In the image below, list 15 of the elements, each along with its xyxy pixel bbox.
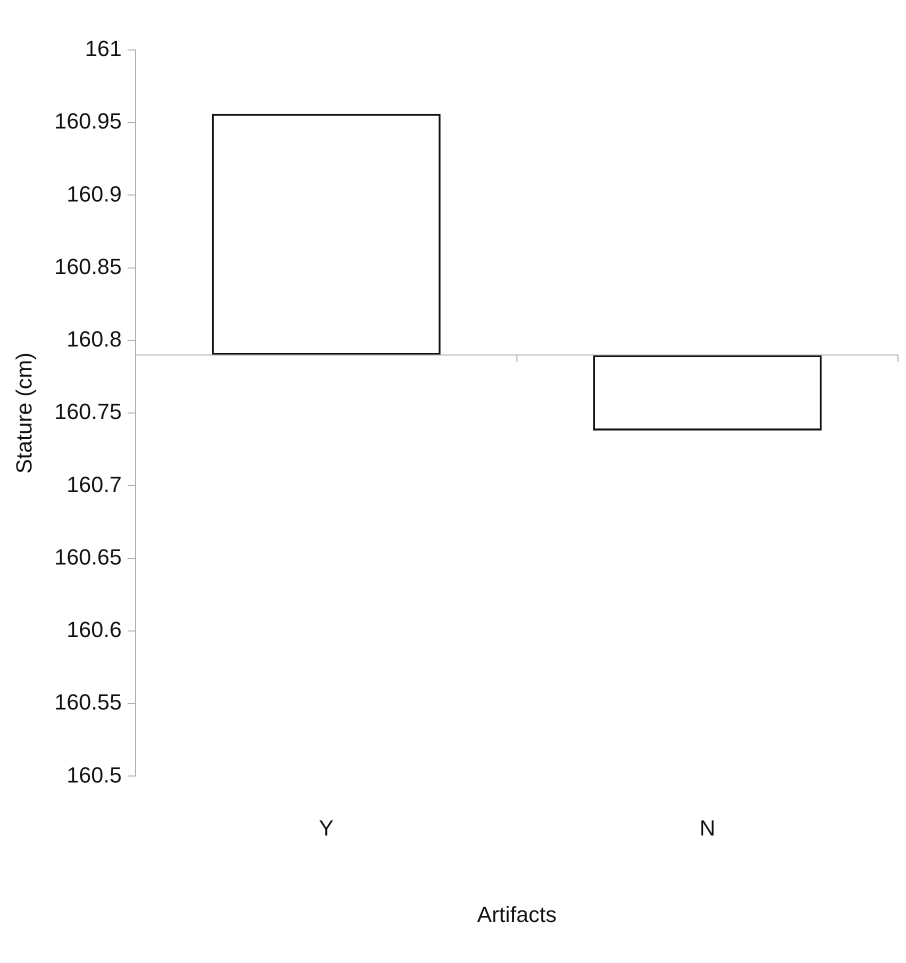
y-tick-label: 160.5 — [66, 762, 122, 788]
y-tick-label: 160.7 — [66, 472, 122, 497]
y-tick-label: 160.65 — [54, 544, 122, 570]
y-tick-label: 160.85 — [54, 254, 122, 279]
y-tick-label: 160.95 — [54, 108, 122, 134]
y-tick-label: 161 — [84, 36, 122, 62]
y-axis-title: Stature (cm) — [11, 352, 36, 474]
x-axis-title: Artifacts — [477, 902, 557, 927]
x-tick-label: Y — [318, 815, 334, 840]
y-tick-label: 160.8 — [66, 326, 122, 352]
y-tick-label: 160.55 — [54, 690, 122, 715]
y-tick-label: 160.9 — [66, 181, 122, 206]
y-tick-label: 160.6 — [66, 617, 122, 642]
x-tick-label: N — [699, 815, 716, 840]
y-tick-label: 160.75 — [54, 399, 122, 424]
